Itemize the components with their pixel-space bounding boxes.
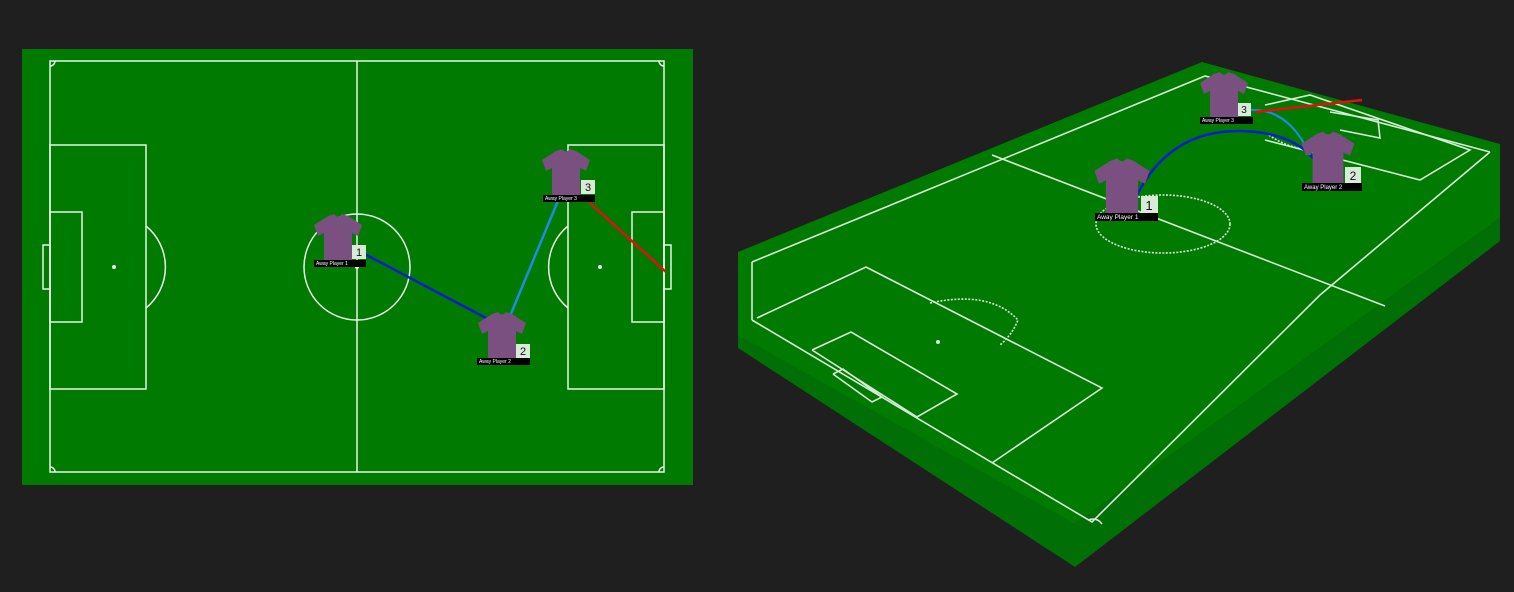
player-label-bg: [1095, 213, 1158, 221]
player-number: 3: [1241, 105, 1247, 116]
player-number: 2: [1350, 169, 1357, 183]
player-label: Away Player 2: [1304, 185, 1343, 191]
player-number-badge: [1345, 167, 1361, 183]
player-number-badge: [516, 344, 530, 358]
player-number: 1: [356, 247, 362, 259]
player-1-marker[interactable]: 1 Away Player 1: [314, 214, 366, 267]
player-label-bg: [543, 195, 595, 202]
top-view-pitch[interactable]: 3 Away Player 3 1 Away Player 1 2 Away P…: [22, 49, 693, 485]
player-number-badge: [581, 180, 595, 194]
player-number: 1: [1145, 198, 1152, 213]
pass-dark-blue: [1135, 129, 1324, 196]
player-label: Away Player 3: [545, 196, 577, 202]
player-3-marker[interactable]: 3 Away Player 3: [1200, 72, 1253, 124]
pass-dark-blue: [356, 248, 506, 330]
perspective-view-pitch[interactable]: 3 Away Player 3 2 Away Player 2 1 Away P…: [738, 62, 1500, 567]
player-number-badge: [1238, 103, 1251, 116]
pitch-markings: [42, 60, 672, 473]
player-number: 3: [585, 182, 591, 194]
player-label: Away Player 1: [316, 261, 348, 267]
pass-red: [1254, 98, 1363, 114]
player-label-bg: [314, 260, 366, 267]
player-label: Away Player 2: [479, 359, 511, 365]
player-number-badge: [352, 245, 366, 259]
pitch-markings: [751, 75, 1491, 525]
player-label: Away Player 3: [1202, 118, 1234, 124]
player-3-marker[interactable]: 3 Away Player 3: [542, 149, 595, 202]
player-number: 2: [520, 346, 526, 358]
penalty-spot: [936, 340, 940, 344]
player-number-badge: [1141, 196, 1158, 213]
player-2-marker[interactable]: 2 Away Player 2: [1301, 131, 1362, 191]
pitch-surface: [738, 62, 1500, 524]
player-label-bg: [477, 358, 530, 365]
player-1-marker[interactable]: 1 Away Player 1: [1094, 158, 1158, 221]
pass-light-blue: [508, 195, 562, 317]
player-label-bg: [1302, 183, 1362, 191]
player-label: Away Player 1: [1097, 214, 1139, 221]
pass-red: [589, 202, 667, 273]
player-label-bg: [1200, 117, 1253, 124]
player-2-marker[interactable]: 2 Away Player 2: [477, 312, 530, 365]
